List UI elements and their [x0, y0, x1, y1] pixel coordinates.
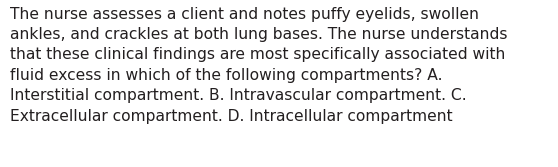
Text: The nurse assesses a client and notes puffy eyelids, swollen
ankles, and crackle: The nurse assesses a client and notes pu…	[10, 7, 508, 124]
